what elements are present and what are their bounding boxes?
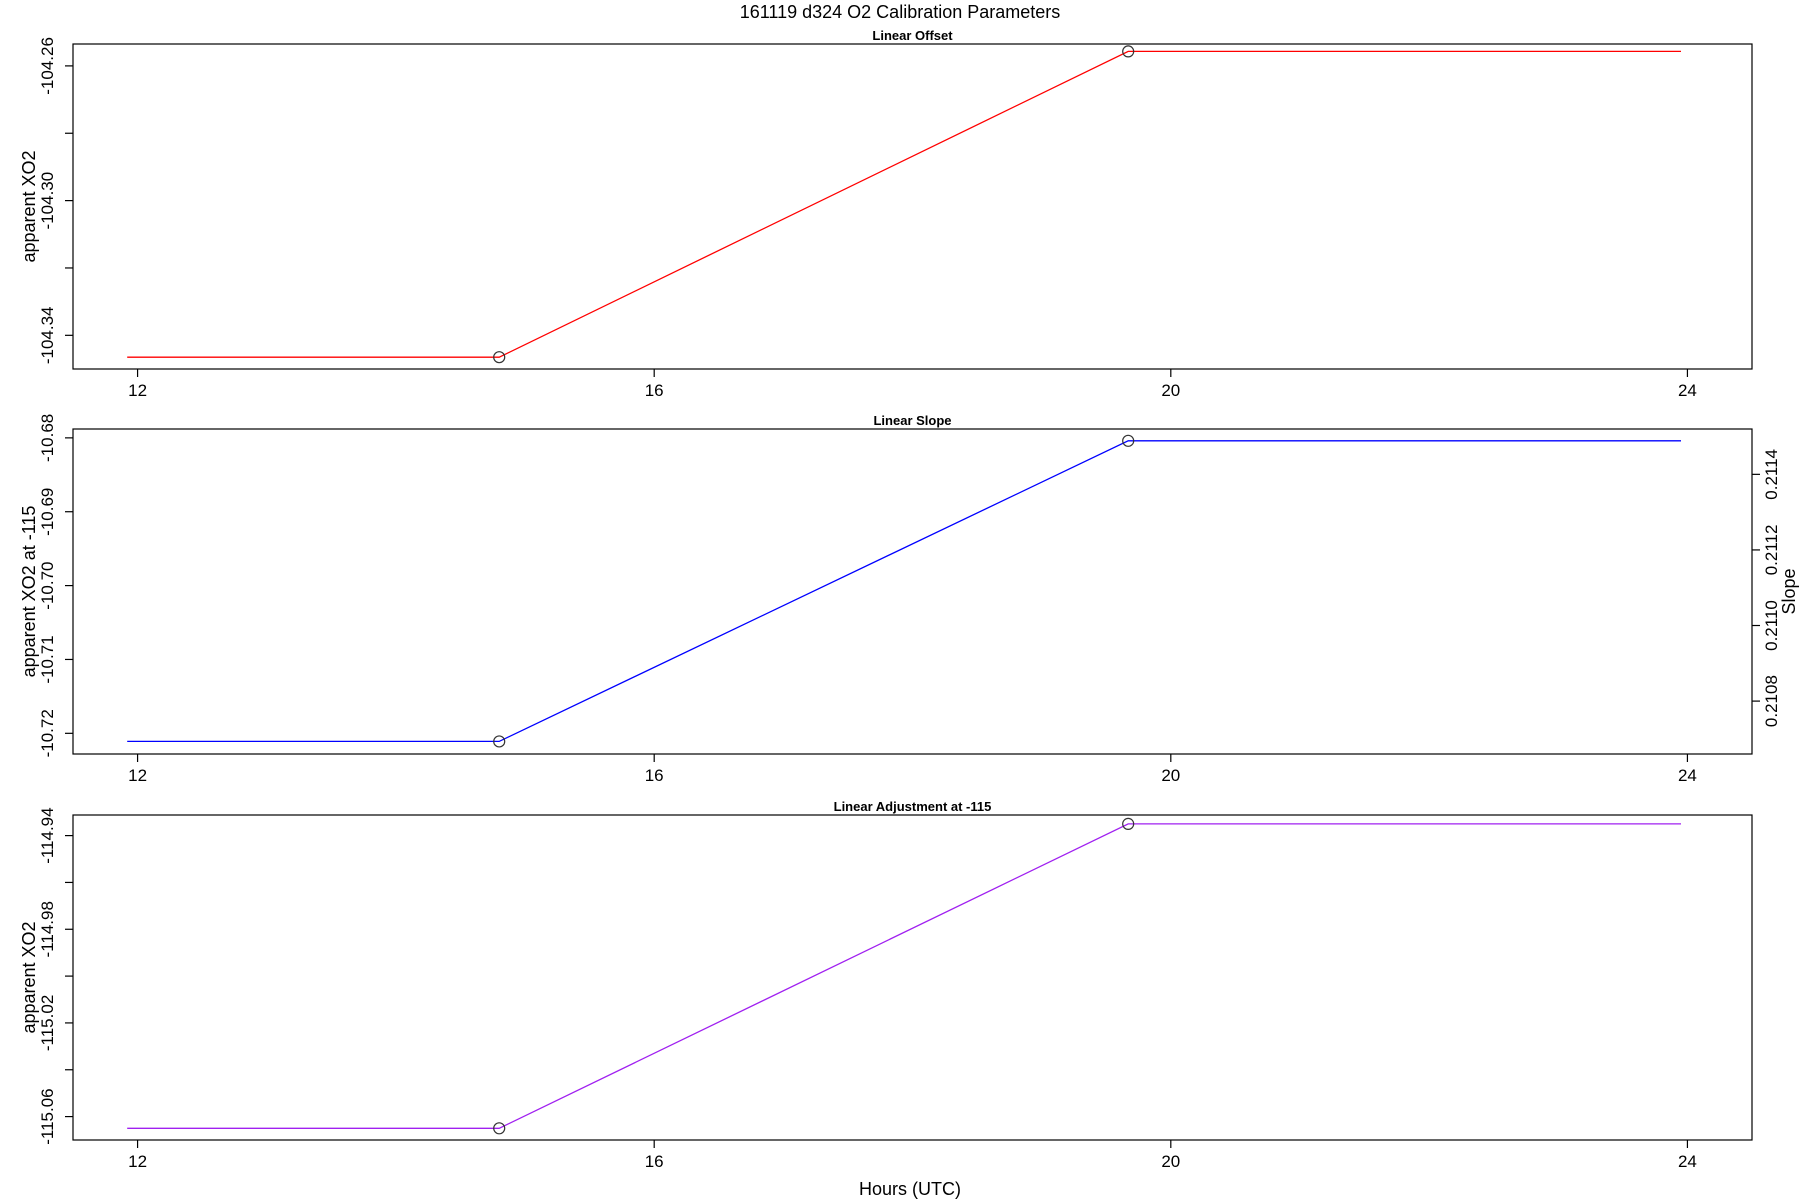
x-tick-label: 12 (128, 766, 147, 785)
y2-tick-label: 0.2112 (1762, 525, 1781, 576)
y2-axis-label: Slope (1779, 568, 1799, 614)
x-tick-label: 16 (645, 766, 664, 785)
data-point-2 (1122, 817, 1135, 830)
y-tick-label: -114.94 (38, 807, 57, 863)
x-tick-label: 24 (1678, 381, 1697, 400)
y-tick-label: -104.34 (38, 306, 57, 364)
y2-tick-label: 0.2114 (1762, 449, 1781, 500)
y2-tick-label: 0.2108 (1762, 675, 1781, 727)
panel-3: Linear Adjustment at -115 12 16 20 24 -115.06… (19, 799, 1753, 1171)
data-point-1 (493, 1122, 506, 1135)
panel-2: Linear Slope 12 16 20 24 -10.72 -10.71 -10.70 -1… (19, 413, 1799, 785)
y-tick-label: -10.68 (38, 414, 57, 462)
y2-tick-label: 0.2110 (1762, 600, 1781, 651)
x-tick-label: 16 (645, 381, 664, 400)
series-line-1 (127, 50, 1681, 358)
y-tick-label: -115.06 (38, 1088, 57, 1144)
panel-title: Linear Slope (873, 413, 951, 428)
x-tick-label: 12 (128, 1152, 147, 1171)
plot-frame (72, 814, 1753, 1141)
y-tick-label: -115.02 (38, 995, 57, 1051)
x-tick-label: 20 (1161, 381, 1180, 400)
data-point-1 (493, 351, 506, 364)
panel-title: Linear Offset (872, 28, 953, 43)
main-title: 161119 d324 O2 Calibration Parameters (740, 2, 1061, 22)
y-tick-label: -10.71 (38, 635, 57, 683)
y-axis-label: apparent XO2 (19, 150, 39, 262)
y-tick-label: -10.70 (38, 561, 57, 609)
y-axis-label: apparent XO2 (19, 921, 39, 1033)
x-tick-label: 24 (1678, 1152, 1697, 1171)
y-tick-label: -104.30 (38, 172, 57, 230)
x-tick-label: 20 (1161, 766, 1180, 785)
data-point-1 (493, 735, 506, 748)
data-point-2 (1122, 45, 1135, 58)
y-tick-label: -10.72 (38, 709, 57, 757)
plot-frame (72, 428, 1753, 755)
series-line-1 (127, 440, 1681, 743)
y-tick-label: -10.69 (38, 488, 57, 536)
y-axis-label: apparent XO2 at -115 (19, 506, 39, 678)
x-tick-label: 20 (1161, 1152, 1180, 1171)
data-point-2 (1122, 434, 1135, 447)
y-tick-label: -104.26 (38, 37, 57, 95)
panels: Linear Offset 12 16 20 24 -104.34 -104.30 -104.… (19, 28, 1799, 1171)
y-tick-label: -114.98 (38, 901, 57, 957)
x-tick-label: 16 (645, 1152, 664, 1171)
x-tick-label: 12 (128, 381, 147, 400)
plot-frame (72, 43, 1753, 370)
panel-title: Linear Adjustment at -115 (834, 799, 992, 814)
series-line-1 (127, 823, 1681, 1129)
panel-1: Linear Offset 12 16 20 24 -104.34 -104.30 -104.… (19, 28, 1753, 400)
x-axis-label: Hours (UTC) (859, 1179, 961, 1199)
x-tick-label: 24 (1678, 766, 1697, 785)
